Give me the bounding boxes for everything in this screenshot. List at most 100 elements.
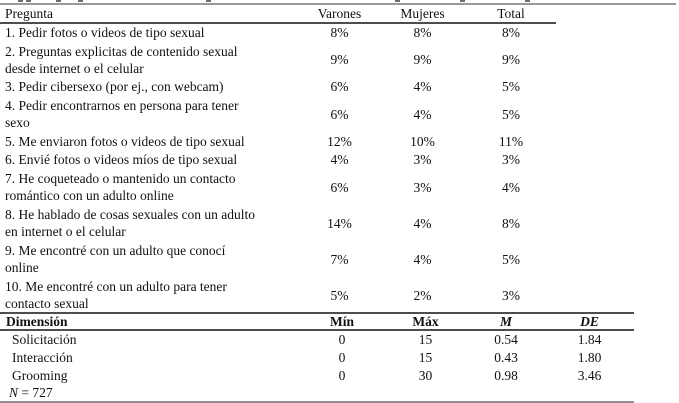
stat-cell-max: 30 [418,367,433,383]
percent-cell-mujeres: 3% [413,152,432,168]
percent-cell-varones: 12% [327,133,352,149]
question-line: desde internet o el celular [5,60,144,76]
question-line: 7. He coqueteado o mantenido un contacto [5,171,236,186]
stat-cell-max: 15 [418,349,433,365]
empty-cell [556,205,633,241]
table-row: 3. Pedir cibersexo (por ej., con webcam)… [0,78,633,97]
dimension-cell: Solicitación [12,332,77,347]
percent-cell-mujeres: 3% [413,179,432,195]
stat-cell-de: 1.80 [577,349,602,365]
empty-cell [556,132,633,151]
empty-cell [556,78,633,97]
table-row: 10. Me encontré con un adulto para tener… [0,277,633,313]
question-line: 5. Me enviaron fotos o videos de tipo se… [5,133,245,149]
percent-cell-total: 5% [502,251,520,267]
question-cell: 2. Preguntas explicitas de contenido sex… [0,42,300,78]
question-line: online [5,260,39,275]
question-cell: 10. Me encontré con un adulto para tener… [0,277,300,313]
dimensions-table: Dimensión Mín Máx M DE Solicitación 0 15 0.54 1.… [0,312,634,403]
percent-cell-mujeres: 9% [413,52,432,67]
percent-cell-mujeres: 4% [413,215,432,231]
percent-cell-varones: 5% [330,287,349,303]
percent-cell-varones: 7% [330,251,349,267]
percent-cell-varones: 8% [330,25,349,41]
stat-cell-min: 0 [338,332,346,347]
stat-cell-m: 0.98 [494,367,518,383]
percent-cell-mujeres: 4% [413,106,432,122]
question-cell: 8. He hablado de cosas sexuales con un a… [0,205,300,241]
percent-cell-total: 8% [502,25,520,41]
stat-cell-max: 15 [418,332,433,347]
dimension-cell: Grooming [12,367,68,383]
dimensions-column-header: M [467,313,545,331]
dimensions-column-header: DE [545,313,634,331]
dimensions-column-header: Máx [384,313,467,331]
percent-cell-mujeres: 4% [413,251,432,267]
sample-size-symbol: N [9,385,19,400]
question-line: contacto sexual [5,296,89,311]
questions-column-header: Pregunta [0,5,300,24]
percent-cell-varones: 6% [330,106,349,122]
percent-cell-varones: 6% [330,79,349,95]
stat-cell-de: 1.84 [577,332,602,347]
empty-cell [556,169,633,205]
question-line: 8. He hablado de cosas sexuales con un a… [5,207,256,222]
questions-table-body: 1. Pedir fotos o videos de tipo sexual 8%… [0,23,633,313]
stat-cell-de: 3.46 [577,367,602,383]
sample-size-value: = 727 [18,385,53,400]
question-cell: 3. Pedir cibersexo (por ej., con webcam) [0,78,300,97]
questions-column-header: Varones [300,5,379,24]
sample-size-cell: N = 727 [0,384,634,402]
table-row: Interacción 0 15 0.43 1.80 [0,348,634,366]
percent-cell-mujeres: 10% [410,133,435,149]
empty-cell [556,241,633,277]
question-cell: 4. Pedir encontrarnos en persona para te… [0,96,300,132]
table-row: Grooming 0 30 0.98 3.46 [0,366,634,384]
table-row: 7. He coqueteado o mantenido un contacto… [0,169,633,205]
percent-cell-varones: 14% [327,215,352,231]
clipped-caption-fragments [0,0,679,3]
questions-column-header: Total [466,5,556,24]
percent-cell-total: 11% [498,133,524,149]
percent-cell-mujeres: 4% [413,79,432,95]
percent-cell-total: 5% [502,79,520,95]
percent-cell-total: 4% [502,179,520,195]
question-line: sexo [5,115,30,130]
table-row: 8. He hablado de cosas sexuales con un a… [0,205,633,241]
questions-table: Pregunta Varones Mujeres Total 1. Pedir fot… [0,5,633,313]
percent-cell-total: 8% [502,215,520,231]
table-row: 5. Me enviaron fotos o videos de tipo se… [0,132,633,151]
stat-cell-m: 0.43 [494,349,518,365]
dimension-cell: Interacción [12,349,73,365]
table-row: 2. Preguntas explicitas de contenido sex… [0,42,633,78]
percent-cell-mujeres: 8% [413,25,432,41]
question-cell: 9. Me encontré con un adulto que conocí o… [0,241,300,277]
percent-cell-mujeres: 2% [413,287,432,303]
sample-size-row: N = 727 [0,384,634,402]
percent-cell-total: 3% [502,152,520,168]
question-cell: 1. Pedir fotos o videos de tipo sexual [0,23,300,42]
questions-column-header: Mujeres [379,5,466,24]
table-row: 6. Envié fotos o videos míos de tipo sex… [0,151,633,170]
percent-cell-total: 9% [502,52,520,67]
percent-cell-varones: 9% [330,52,349,67]
question-line: 10. Me encontré con un adulto para tener [5,279,227,294]
table-row: 9. Me encontré con un adulto que conocí o… [0,241,633,277]
question-line: 2. Preguntas explicitas de contenido sex… [5,43,238,59]
question-cell: 7. He coqueteado o mantenido un contacto… [0,169,300,205]
table-row: 4. Pedir encontrarnos en persona para te… [0,96,633,132]
table-top-rule [0,3,676,5]
percent-cell-total: 3% [502,287,520,303]
table-row: 1. Pedir fotos o videos de tipo sexual 8%… [0,23,633,42]
question-line: en internet o el celular [5,224,126,239]
dimensions-header-row: Dimensión Mín Máx M DE [0,313,634,331]
question-cell: 5. Me enviaron fotos o videos de tipo se… [0,132,300,151]
stat-cell-m: 0.54 [494,332,518,347]
dimensions-table-body: Solicitación 0 15 0.54 1.84 Interacción 0 15 0.4… [0,330,634,402]
question-line: 6. Envié fotos o videos míos de tipo sex… [5,152,238,168]
stat-cell-min: 0 [338,349,346,365]
question-cell: 6. Envié fotos o videos míos de tipo sex… [0,151,300,170]
empty-cell [556,42,633,78]
questions-header-row: Pregunta Varones Mujeres Total [0,5,633,24]
